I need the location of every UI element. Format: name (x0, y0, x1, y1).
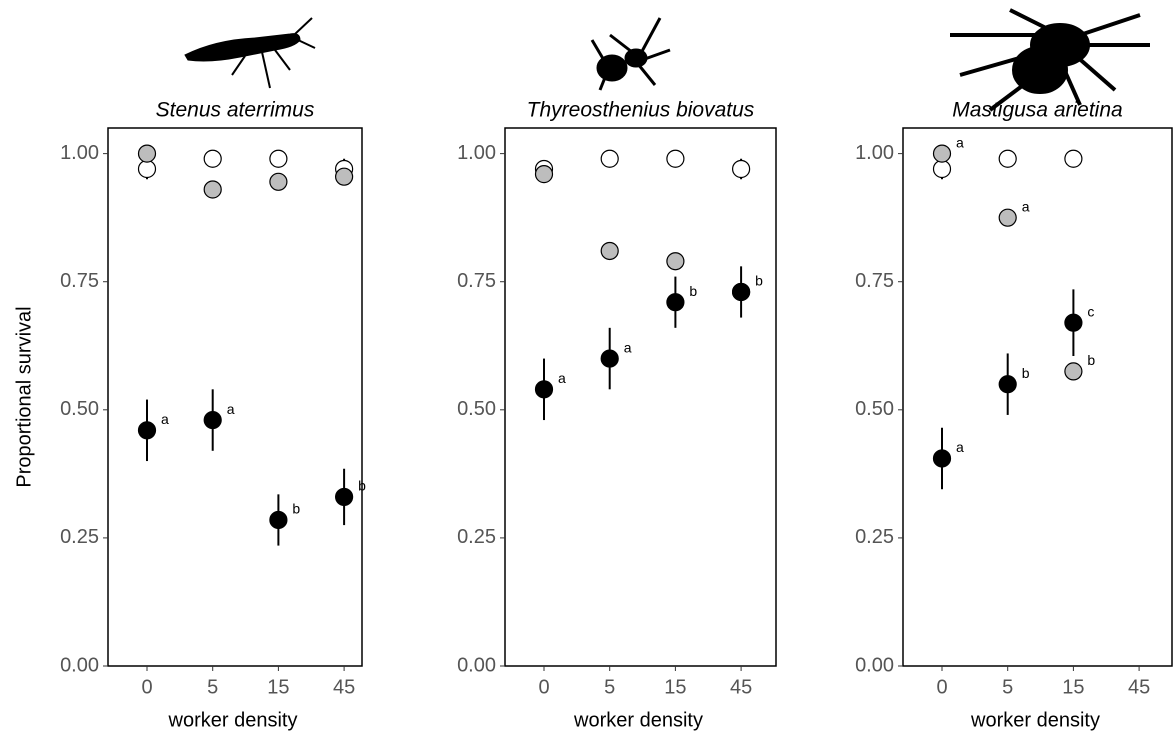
significance-letter: a (624, 339, 632, 355)
x-axis-label: worker density (573, 709, 703, 731)
y-tick-label: 0.50 (855, 398, 894, 420)
point (934, 450, 951, 467)
y-tick-label: 0.50 (60, 398, 99, 420)
x-tick-label: 45 (333, 676, 355, 698)
point (204, 412, 221, 429)
point (336, 168, 353, 185)
y-axis-label: Proportional survival (13, 306, 35, 487)
panel-title: Stenus aterrimus (156, 99, 315, 122)
point (601, 350, 618, 367)
point (204, 181, 221, 198)
beetle-silhouette (185, 18, 315, 88)
significance-letter: a (161, 411, 169, 427)
point (733, 160, 750, 177)
significance-letter: a (1022, 198, 1030, 214)
point (270, 150, 287, 167)
point (270, 511, 287, 528)
point (1065, 314, 1082, 331)
point (336, 488, 353, 505)
significance-letter: a (227, 401, 235, 417)
panel-title: Thyreosthenius biovatus (527, 99, 755, 122)
significance-letter: a (956, 439, 964, 455)
point (270, 173, 287, 190)
y-tick-label: 1.00 (457, 142, 496, 164)
point (999, 209, 1016, 226)
y-tick-label: 1.00 (855, 142, 894, 164)
point (934, 160, 951, 177)
spider-silhouette (592, 18, 670, 90)
point (667, 253, 684, 270)
x-tick-label: 15 (664, 676, 686, 698)
point (999, 376, 1016, 393)
panel-title: Mastigusa arietina (952, 99, 1122, 122)
point (667, 150, 684, 167)
x-tick-label: 45 (730, 676, 752, 698)
point (733, 283, 750, 300)
x-tick-label: 45 (1128, 676, 1150, 698)
x-tick-label: 0 (141, 676, 152, 698)
point (667, 294, 684, 311)
x-tick-label: 15 (1062, 676, 1084, 698)
point (139, 422, 156, 439)
y-tick-label: 0.75 (457, 270, 496, 292)
y-tick-label: 0.75 (60, 270, 99, 292)
x-axis-label: worker density (168, 709, 298, 731)
y-tick-label: 0.00 (855, 654, 894, 676)
point (601, 150, 618, 167)
y-tick-label: 0.75 (855, 270, 894, 292)
significance-letter: b (292, 501, 300, 517)
significance-letter: c (1087, 303, 1094, 319)
plot-frame (903, 128, 1172, 666)
significance-letter: b (689, 283, 697, 299)
point (601, 242, 618, 259)
x-tick-label: 15 (267, 676, 289, 698)
point (934, 145, 951, 162)
significance-letter: b (358, 478, 366, 494)
y-tick-label: 1.00 (60, 142, 99, 164)
x-tick-label: 5 (604, 676, 615, 698)
spider-silhouette (950, 10, 1150, 110)
page: {"chart_data": [ {"type": "dot", "title"… (0, 0, 1173, 743)
figure: Stenus aterrimus worker density Proportion… (0, 0, 1173, 743)
point (536, 166, 553, 183)
y-tick-label: 0.00 (60, 654, 99, 676)
y-tick-label: 0.25 (60, 526, 99, 548)
y-tick-label: 0.25 (457, 526, 496, 548)
y-tick-label: 0.25 (855, 526, 894, 548)
point (536, 381, 553, 398)
point (139, 145, 156, 162)
significance-letter: b (1022, 365, 1030, 381)
point (1065, 150, 1082, 167)
y-tick-label: 0.50 (457, 398, 496, 420)
point (1065, 363, 1082, 380)
x-tick-label: 0 (538, 676, 549, 698)
x-tick-label: 5 (207, 676, 218, 698)
significance-letter: b (1087, 352, 1095, 368)
x-tick-label: 0 (936, 676, 947, 698)
point (204, 150, 221, 167)
significance-letter: a (558, 370, 566, 386)
x-tick-label: 5 (1002, 676, 1013, 698)
significance-letter: b (755, 273, 763, 289)
point (999, 150, 1016, 167)
plot-frame (108, 128, 362, 666)
y-tick-label: 0.00 (457, 654, 496, 676)
x-axis-label: worker density (970, 709, 1100, 731)
point (139, 160, 156, 177)
significance-letter: a (956, 134, 964, 150)
